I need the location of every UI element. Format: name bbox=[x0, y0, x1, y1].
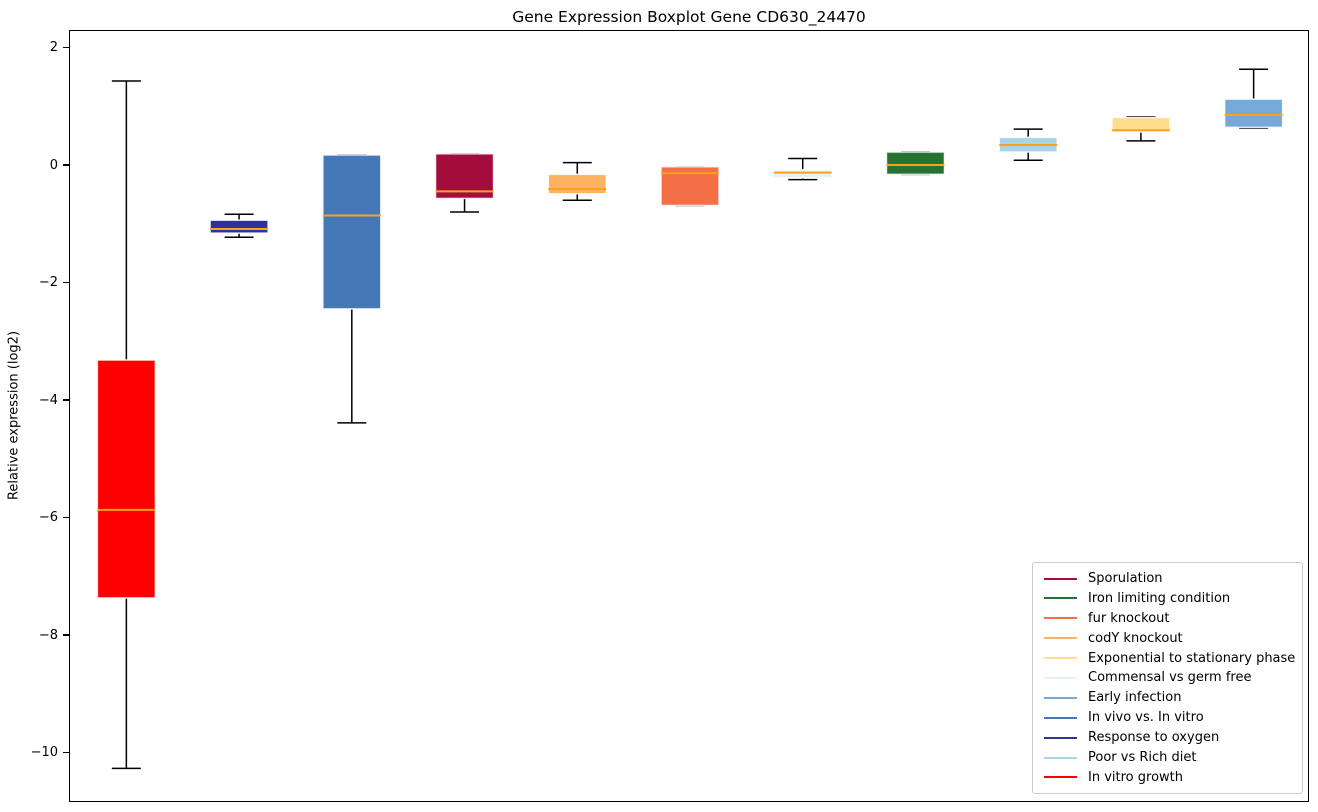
boxplot-fur-knockout bbox=[660, 165, 720, 207]
legend-swatch bbox=[1044, 776, 1077, 779]
boxplot-response-to-oxygen bbox=[209, 213, 269, 238]
y-tick-mark bbox=[63, 516, 69, 519]
y-axis: 2 0 −2 −4 −6 −8 −10 bbox=[0, 30, 69, 802]
y-tick-mark bbox=[63, 399, 69, 401]
legend-item-early-infection: Early infection bbox=[1033, 688, 1302, 707]
y-tick-label: −6 bbox=[38, 510, 58, 526]
legend-item-commensal-vs-germ-free: Commensal vs germ free bbox=[1033, 668, 1302, 687]
legend-swatch bbox=[1044, 617, 1077, 620]
y-tick-mark bbox=[63, 46, 69, 49]
legend-item-response-to-oxygen: Response to oxygen bbox=[1033, 728, 1302, 747]
legend-item-poor-vs-rich-diet: Poor vs Rich diet bbox=[1033, 748, 1302, 767]
boxplot-sporulation bbox=[434, 153, 495, 213]
y-tick-mark bbox=[63, 281, 69, 284]
legend-swatch bbox=[1044, 657, 1077, 660]
y-tick-mark bbox=[63, 751, 69, 754]
legend: Sporulation Iron limiting condition fur kn… bbox=[1032, 562, 1303, 794]
boxplot-commensal-vs-germ-free bbox=[772, 157, 833, 181]
legend-swatch bbox=[1044, 756, 1077, 759]
legend-item-fur-knockout: fur knockout bbox=[1033, 609, 1302, 628]
legend-label: Commensal vs germ free bbox=[1088, 670, 1252, 686]
legend-swatch bbox=[1044, 736, 1077, 739]
y-tick-label: −4 bbox=[38, 392, 58, 408]
y-tick-label: 2 bbox=[49, 40, 58, 56]
y-tick-mark bbox=[63, 164, 69, 166]
y-tick-label: −2 bbox=[38, 275, 58, 291]
chart-title: Gene Expression Boxplot Gene CD630_24470 bbox=[512, 8, 866, 26]
legend-label: Exponential to stationary phase bbox=[1088, 650, 1296, 666]
y-tick-mark bbox=[63, 634, 69, 636]
legend-swatch bbox=[1044, 577, 1077, 580]
boxplot-cody-knockout bbox=[547, 161, 608, 201]
legend-label: Early infection bbox=[1088, 690, 1182, 706]
legend-item-exponential-to-stationary-phase: Exponential to stationary phase bbox=[1033, 649, 1302, 668]
y-tick-label: −8 bbox=[38, 627, 58, 643]
legend-label: Response to oxygen bbox=[1088, 730, 1220, 746]
legend-label: fur knockout bbox=[1088, 610, 1170, 626]
boxplot-early-infection bbox=[1223, 68, 1284, 129]
legend-label: In vitro growth bbox=[1088, 769, 1183, 785]
legend-label: codY knockout bbox=[1088, 630, 1183, 646]
boxplot-iron-limiting-condition bbox=[885, 151, 946, 176]
boxplot-exponential-to-stationary-phase bbox=[1111, 116, 1171, 142]
y-tick-label: 0 bbox=[49, 157, 58, 173]
boxplot-in-vitro-growth bbox=[96, 80, 157, 770]
y-tick-label: −10 bbox=[30, 745, 58, 761]
legend-item-in-vitro-growth: In vitro growth bbox=[1033, 768, 1302, 787]
legend-swatch bbox=[1044, 676, 1077, 679]
legend-item-sporulation: Sporulation bbox=[1033, 569, 1302, 588]
legend-item-cody-knockout: codY knockout bbox=[1033, 629, 1302, 648]
legend-swatch bbox=[1044, 637, 1077, 640]
legend-label: In vivo vs. In vitro bbox=[1088, 710, 1204, 726]
legend-swatch bbox=[1044, 597, 1077, 600]
legend-label: Iron limiting condition bbox=[1088, 590, 1231, 606]
boxplot-canvas bbox=[96, 68, 1284, 770]
boxplot-in-vivo-vs-in-vitro bbox=[322, 154, 382, 424]
legend-label: Poor vs Rich diet bbox=[1088, 750, 1197, 766]
legend-swatch bbox=[1044, 716, 1077, 719]
legend-item-iron-limiting-condition: Iron limiting condition bbox=[1033, 589, 1302, 608]
legend-item-in-vivo-vs-in-vitro: In vivo vs. In vitro bbox=[1033, 708, 1302, 727]
legend-swatch bbox=[1044, 696, 1077, 699]
boxplot-poor-vs-rich-diet bbox=[998, 128, 1058, 162]
plot-area: Sporulation Iron limiting condition fur kn… bbox=[69, 30, 1309, 802]
legend-label: Sporulation bbox=[1088, 571, 1163, 586]
